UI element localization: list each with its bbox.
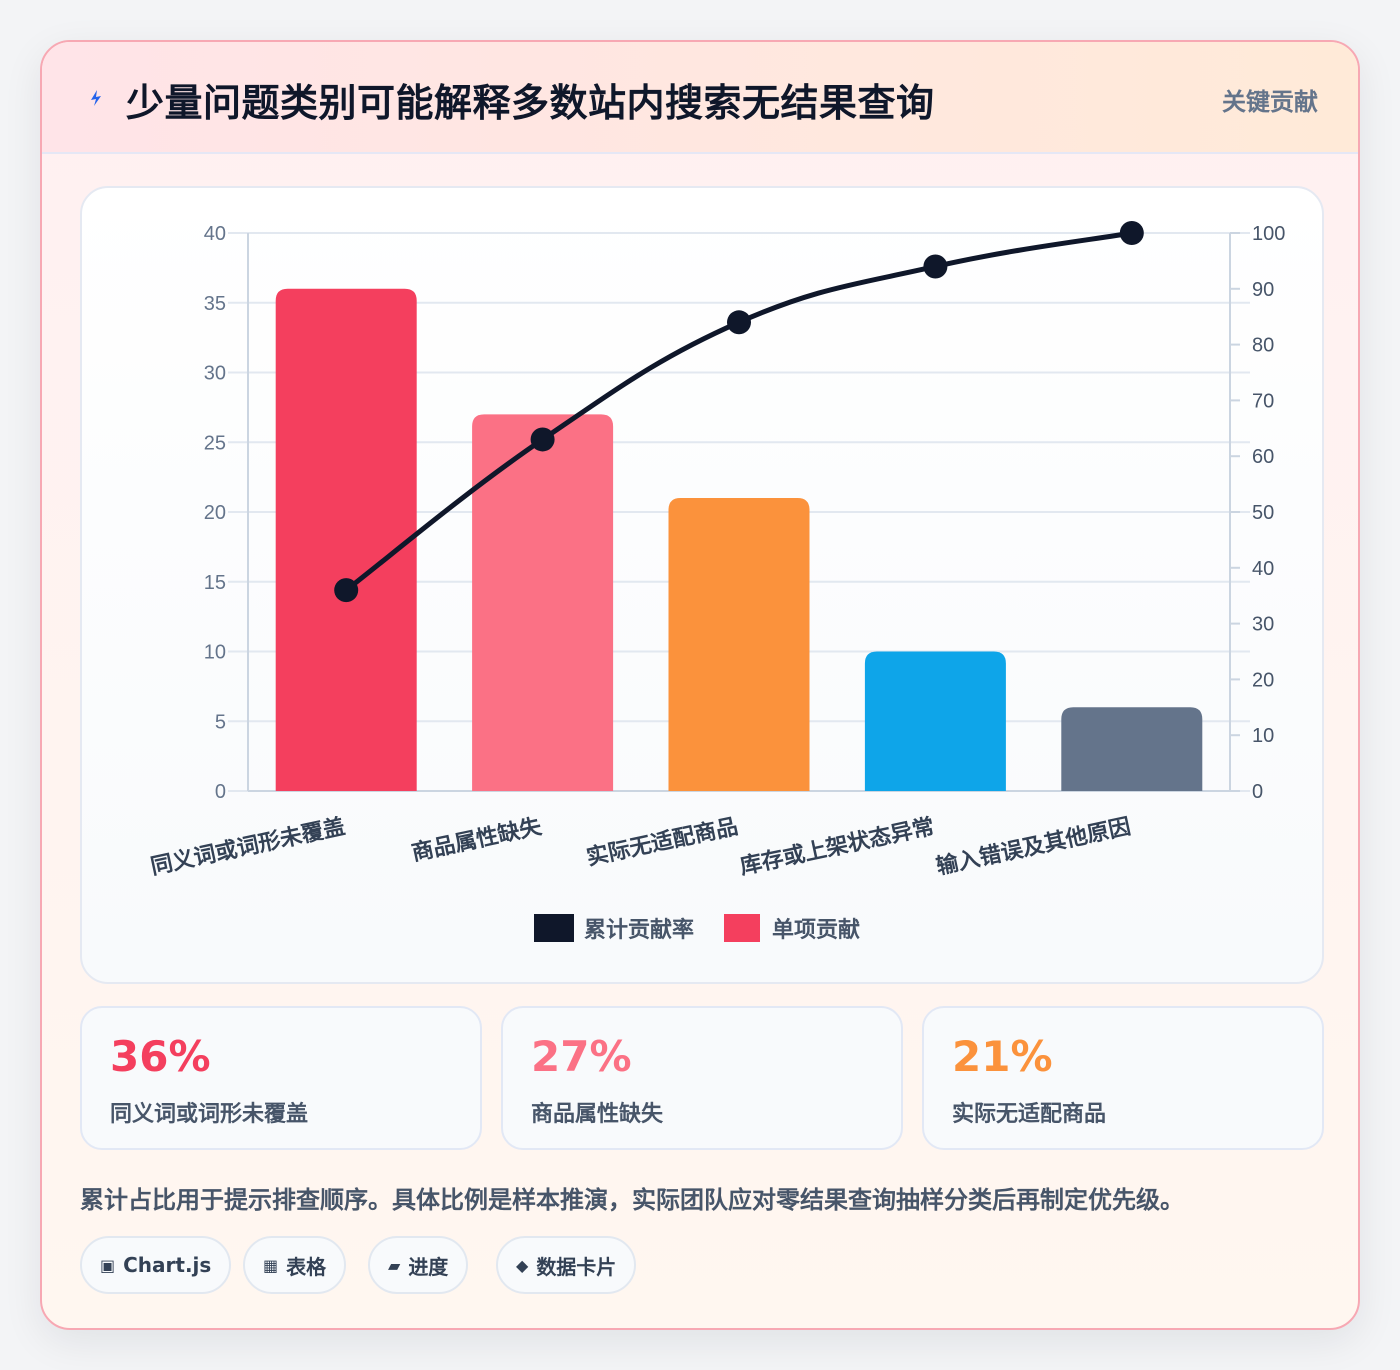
chip-label: 表格 [286,1254,327,1279]
chart-icon: ▣ [100,1255,116,1275]
header-tag: 关键贡献 [1222,88,1318,116]
cumulative-point-4 [923,254,948,279]
chip-progress[interactable]: ▰ 进度 [368,1236,469,1294]
x-tick-label: 实际无适配商品 [584,813,740,870]
y2-tick-label: 10 [1252,725,1274,747]
y2-tick-label: 30 [1252,614,1274,636]
y2-tick-label: 20 [1252,669,1274,691]
y2-tick-label: 80 [1252,335,1274,357]
page-title: 少量问题类别可能解释多数站内搜索无结果查询 [126,81,935,125]
x-tick-label: 输入错误及其他原因 [934,813,1133,880]
x-tick-label: 商品属性缺失 [409,813,544,866]
chip-chartjs[interactable]: ▣ Chart.js [80,1236,232,1294]
x-tick-label: 库存或上架状态异常 [738,813,937,880]
y-tick-label: 0 [215,781,226,803]
stat-card: 21% 实际无适配商品 [922,1006,1324,1150]
stat-card: 27% 商品属性缺失 [501,1006,903,1150]
diamond-icon: ◆ [516,1255,529,1275]
bar-3 [668,498,810,791]
chip-table[interactable]: ▦ 表格 [243,1236,347,1294]
y2-tick-label: 50 [1252,502,1274,524]
y2-tick-label: 40 [1252,558,1274,580]
legend-label-cumulative: 累计贡献率 [584,917,694,943]
chip-label: 数据卡片 [536,1254,617,1279]
cumulative-point-3 [727,310,751,335]
chart-container: 0 5 10 15 20 25 30 35 40 0 10 20 30 40 50 60 70 80 90 100 同义… [80,186,1324,984]
y-tick-label: 40 [204,223,226,245]
y-tick-label: 20 [204,502,226,524]
y2-tick-label: 60 [1252,446,1274,468]
y-tick-label: 25 [204,432,226,454]
footnote: 累计占比用于提示排查顺序。具体比例是样本推演，实际团队应对零结果查询抽样分类后再… [80,1186,1184,1214]
chip-data-card[interactable]: ◆ 数据卡片 [496,1236,637,1294]
stat-value: 36% [110,1032,211,1081]
bar-2 [472,414,614,791]
legend-swatch-cumulative [534,914,574,942]
chip-label: Chart.js [123,1253,212,1277]
stat-label: 商品属性缺失 [531,1102,664,1127]
stat-value: 27% [531,1032,632,1081]
stat-label: 同义词或词形未覆盖 [110,1102,309,1127]
progress-icon: ▰ [388,1255,401,1275]
cumulative-point-2 [530,427,555,452]
y-tick-label: 15 [204,572,226,594]
pareto-chart: 0 5 10 15 20 25 30 35 40 0 10 20 30 40 50 60 70 80 90 100 同义… [148,221,1285,943]
stat-label: 实际无适配商品 [952,1102,1107,1127]
y2-tick-label: 0 [1252,781,1263,803]
table-icon: ▦ [263,1255,279,1275]
y2-tick-label: 90 [1252,279,1274,301]
main-card: 少量问题类别可能解释多数站内搜索无结果查询 关键贡献 0 5 10 15 20 25 30 3… [40,40,1360,1330]
y2-tick-label: 70 [1252,390,1274,412]
y-tick-label: 35 [204,293,226,315]
stat-value: 21% [952,1032,1053,1081]
bar-4 [864,651,1006,791]
bar-1 [275,288,417,791]
cumulative-point-5 [1119,221,1144,245]
stat-cards: 36% 同义词或词形未覆盖 27% 商品属性缺失 21% 实际无适配商品 [80,1006,1324,1150]
chip-label: 进度 [408,1254,449,1279]
bar-5 [1061,707,1203,791]
y-tick-label: 30 [204,363,226,385]
stat-card: 36% 同义词或词形未覆盖 [80,1006,482,1150]
y-tick-label: 10 [204,642,226,664]
y2-tick-label: 100 [1252,223,1285,245]
lightning-icon [91,90,101,106]
card-header: 少量问题类别可能解释多数站内搜索无结果查询 关键贡献 [42,42,1358,154]
y-tick-label: 5 [215,711,226,733]
legend-swatch-single [724,914,760,942]
legend-label-single: 单项贡献 [772,917,860,943]
x-tick-label: 同义词或词形未覆盖 [148,813,347,880]
cumulative-point-1 [334,578,359,603]
